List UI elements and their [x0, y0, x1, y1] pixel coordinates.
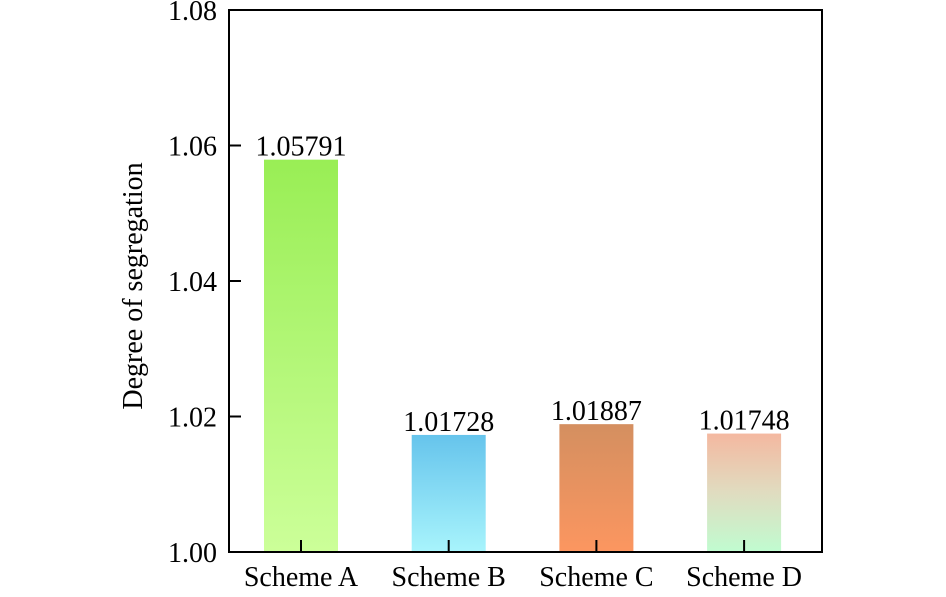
y-tick-label: 1.00	[168, 538, 217, 569]
bar-value-label: 1.01887	[551, 396, 642, 427]
y-tick-label: 1.06	[168, 132, 217, 163]
x-tick-label: Scheme C	[539, 562, 653, 593]
bar-value-label: 1.05791	[256, 132, 347, 163]
y-axis-label: Degree of segregation	[118, 162, 149, 409]
bar-scheme-b	[411, 434, 486, 552]
bar-value-label: 1.01748	[699, 406, 790, 437]
bar-scheme-d	[707, 433, 782, 552]
y-tick-label: 1.04	[168, 267, 217, 298]
bar-value-label: 1.01728	[403, 407, 494, 438]
bar-scheme-a	[264, 159, 338, 553]
bar-scheme-c	[559, 424, 634, 552]
x-tick-label: Scheme A	[244, 562, 359, 593]
x-tick-label: Scheme B	[392, 562, 506, 593]
y-tick-label: 1.08	[168, 0, 217, 27]
x-tick-label: Scheme D	[686, 562, 802, 593]
y-tick-label: 1.02	[168, 403, 217, 434]
